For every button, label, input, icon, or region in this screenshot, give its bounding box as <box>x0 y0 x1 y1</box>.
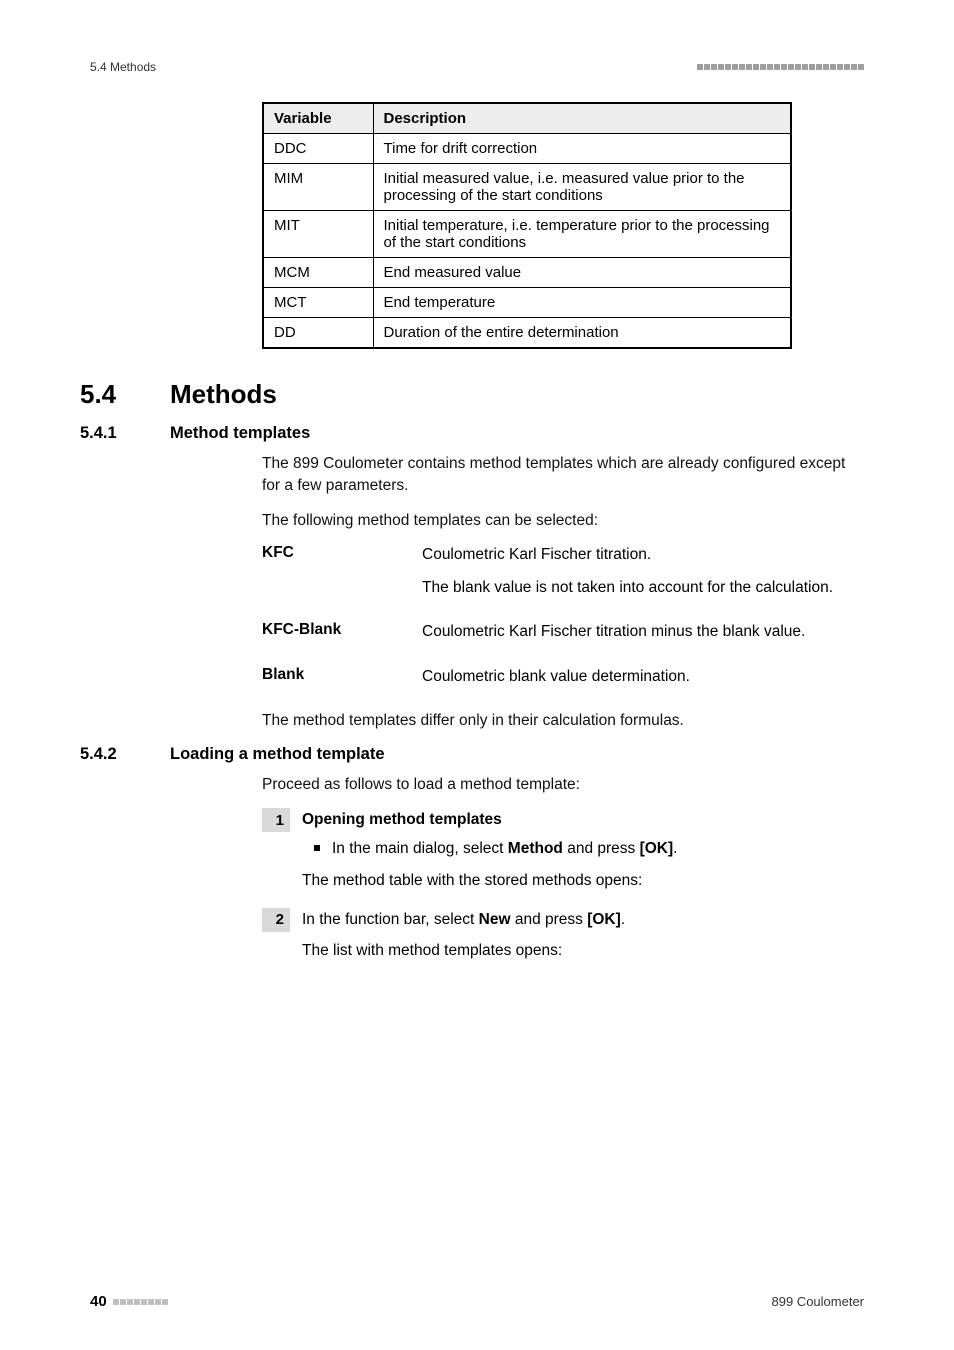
table-header-row: Variable Description <box>263 103 791 134</box>
strong: New <box>479 911 511 928</box>
table-row: DDCTime for drift correction <box>263 134 791 164</box>
paragraph: Proceed as follows to load a method temp… <box>262 774 864 796</box>
cell-variable: MIT <box>263 211 373 258</box>
subsection-title: Loading a method template <box>170 745 385 764</box>
footer-left: 40 <box>90 1293 168 1310</box>
page-number: 40 <box>90 1293 107 1310</box>
table-row: MCTEnd temperature <box>263 288 791 318</box>
running-header: 5.4 Methods <box>90 60 864 74</box>
cell-description: Duration of the entire determination <box>373 318 791 349</box>
page: 5.4 Methods Variable Description DDCTime… <box>0 0 954 1350</box>
strong: [OK] <box>587 911 621 928</box>
cell-variable: DD <box>263 318 373 349</box>
cell-description: Initial measured value, i.e. measured va… <box>373 164 791 211</box>
step-line: In the function bar, select New and pres… <box>302 908 625 931</box>
cell-description: End temperature <box>373 288 791 318</box>
definition: Coulometric Karl Fischer titration minus… <box>422 621 805 653</box>
cell-variable: DDC <box>263 134 373 164</box>
cell-description: Initial temperature, i.e. temperature pr… <box>373 211 791 258</box>
col-header-description: Description <box>373 103 791 134</box>
paragraph: The method templates differ only in thei… <box>262 710 864 732</box>
page-footer: 40 899 Coulometer <box>90 1293 864 1310</box>
section-number: 5.4 <box>80 379 170 410</box>
bullet-item: In the main dialog, select Method and pr… <box>314 837 677 860</box>
subsection-number: 5.4.1 <box>80 424 170 443</box>
section-title: Methods <box>170 379 277 410</box>
subsection-title: Method templates <box>170 424 310 443</box>
footer-product: 899 Coulometer <box>772 1294 865 1309</box>
text: . <box>621 911 625 928</box>
procedure-step: 1 Opening method templates In the main d… <box>262 808 864 892</box>
subsection-heading: 5.4.2 Loading a method template <box>90 745 864 764</box>
paragraph: The following method templates can be se… <box>262 510 864 532</box>
bullet-text: In the main dialog, select Method and pr… <box>332 837 677 860</box>
section-heading: 5.4 Methods <box>90 379 864 410</box>
text: and press <box>511 911 588 928</box>
step-result: The method table with the stored methods… <box>302 869 677 892</box>
term: KFC <box>262 544 422 609</box>
cell-description: Time for drift correction <box>373 134 791 164</box>
definition-text: The blank value is not taken into accoun… <box>422 577 833 599</box>
step-body: In the function bar, select New and pres… <box>302 908 625 963</box>
variables-table: Variable Description DDCTime for drift c… <box>262 102 792 349</box>
definition-list: KFC Coulometric Karl Fischer titration. … <box>262 544 864 698</box>
header-ornament-squares <box>697 64 864 70</box>
definition-text: Coulometric Karl Fischer titration. <box>422 544 833 566</box>
definition-text: Coulometric Karl Fischer titration minus… <box>422 621 805 643</box>
text: In the function bar, select <box>302 911 479 928</box>
definition-text: Coulometric blank value determination. <box>422 666 690 688</box>
subsection-heading: 5.4.1 Method templates <box>90 424 864 443</box>
cell-description: End measured value <box>373 258 791 288</box>
procedure-step: 2 In the function bar, select New and pr… <box>262 908 864 963</box>
strong: [OK] <box>640 840 674 857</box>
step-number-badge: 2 <box>262 908 290 932</box>
term: Blank <box>262 666 422 698</box>
table-row: DDDuration of the entire determination <box>263 318 791 349</box>
col-header-variable: Variable <box>263 103 373 134</box>
step-result: The list with method templates opens: <box>302 939 625 962</box>
table-row: MCMEnd measured value <box>263 258 791 288</box>
table-row: MITInitial temperature, i.e. temperature… <box>263 211 791 258</box>
footer-ornament-squares <box>113 1299 168 1305</box>
step-title: Opening method templates <box>302 808 677 831</box>
term: KFC-Blank <box>262 621 422 653</box>
bullet-icon <box>314 845 320 851</box>
table-row: MIMInitial measured value, i.e. measured… <box>263 164 791 211</box>
definition-row: Blank Coulometric blank value determinat… <box>262 666 864 698</box>
definition: Coulometric blank value determination. <box>422 666 690 698</box>
subsection-number: 5.4.2 <box>80 745 170 764</box>
cell-variable: MIM <box>263 164 373 211</box>
definition-row: KFC-Blank Coulometric Karl Fischer titra… <box>262 621 864 653</box>
text: In the main dialog, select <box>332 840 508 857</box>
definition-row: KFC Coulometric Karl Fischer titration. … <box>262 544 864 609</box>
cell-variable: MCM <box>263 258 373 288</box>
strong: Method <box>508 840 563 857</box>
paragraph: The 899 Coulometer contains method templ… <box>262 453 864 498</box>
text: . <box>673 840 677 857</box>
text: and press <box>563 840 640 857</box>
definition: Coulometric Karl Fischer titration. The … <box>422 544 833 609</box>
step-number-badge: 1 <box>262 808 290 832</box>
cell-variable: MCT <box>263 288 373 318</box>
header-section-ref: 5.4 Methods <box>90 60 156 74</box>
step-body: Opening method templates In the main dia… <box>302 808 677 892</box>
